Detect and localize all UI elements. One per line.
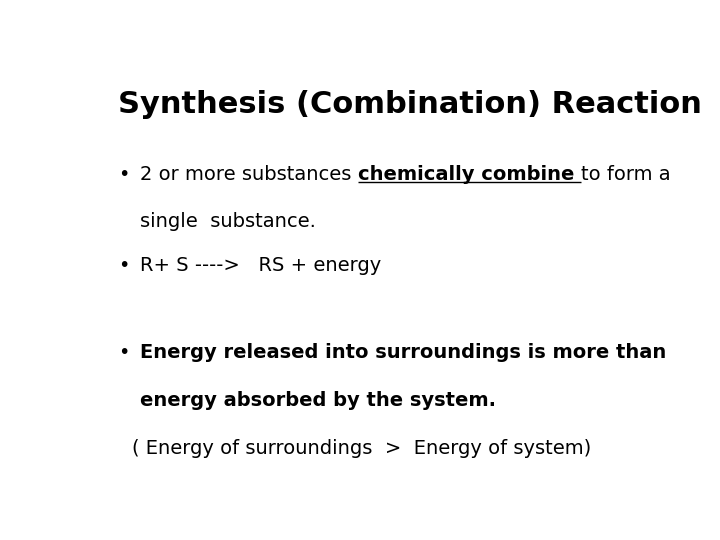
Text: energy absorbed by the system.: energy absorbed by the system. [140,391,496,410]
Text: Energy released into surroundings is more than: Energy released into surroundings is mor… [140,343,667,362]
Text: R+ S ---->   RS + energy: R+ S ----> RS + energy [140,256,382,275]
Text: •: • [118,165,130,184]
Text: •: • [118,256,130,275]
Text: Synthesis (Combination) Reaction: Synthesis (Combination) Reaction [118,90,702,119]
Text: ( Energy of surroundings  >  Energy of system): ( Energy of surroundings > Energy of sys… [132,439,591,458]
Text: •: • [118,343,130,362]
Text: chemically combine: chemically combine [358,165,581,184]
Text: to form a: to form a [581,165,670,184]
Text: 2 or more substances: 2 or more substances [140,165,358,184]
Text: single  substance.: single substance. [140,212,316,232]
